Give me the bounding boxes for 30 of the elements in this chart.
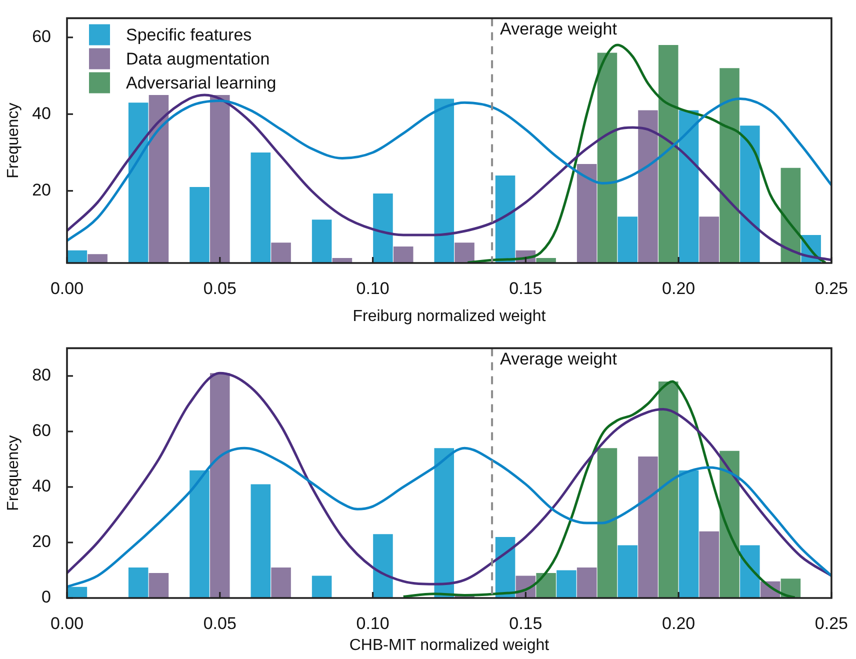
y-tick-label: 60 xyxy=(32,421,51,440)
line-series xyxy=(67,372,832,586)
y-axis-title: Frequency xyxy=(5,102,22,178)
legend-label: Data augmentation xyxy=(126,49,270,68)
x-tick-label: 0.15 xyxy=(509,278,542,298)
y-tick-label: 20 xyxy=(32,180,51,200)
x-tick-label: 0.20 xyxy=(662,278,696,298)
x-axis-title: CHB-MIT normalized weight xyxy=(349,636,550,654)
x-tick-label: 0.25 xyxy=(814,278,848,298)
x-tick-label: 0.15 xyxy=(509,614,542,633)
legend-label: Adversarial learning xyxy=(126,73,276,92)
x-axis-title: Freiburg normalized weight xyxy=(352,308,546,325)
x-tick-label: 0.05 xyxy=(203,614,236,633)
x-tick-label: 0.05 xyxy=(203,278,236,298)
x-tick-label: 0.25 xyxy=(814,614,848,633)
legend-label: Specific features xyxy=(126,25,252,44)
x-tick-label: 0.00 xyxy=(50,614,84,633)
y-tick-label: 80 xyxy=(32,366,51,385)
y-tick-label: 60 xyxy=(32,27,51,46)
x-tick-label: 0.00 xyxy=(50,278,84,298)
x-tick-label: 0.10 xyxy=(356,278,390,298)
x-tick-label: 0.10 xyxy=(356,614,390,633)
y-axis-title: Frequency xyxy=(5,435,22,511)
ref-line-label: Average weight xyxy=(500,349,618,368)
x-tick-label: 0.20 xyxy=(662,614,696,633)
y-tick-label: 40 xyxy=(32,104,51,123)
y-tick-label: 0 xyxy=(42,588,51,607)
ref-line-label: Average weight xyxy=(500,19,618,38)
y-tick-label: 20 xyxy=(32,532,51,552)
y-tick-label: 40 xyxy=(32,476,51,496)
